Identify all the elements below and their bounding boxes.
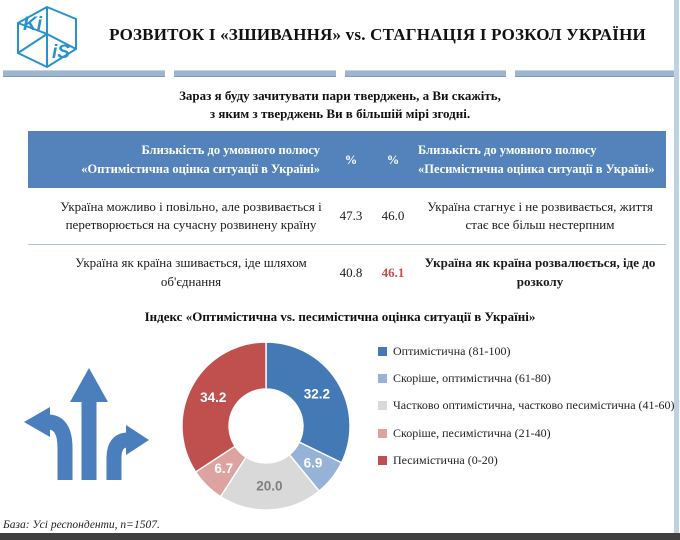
donut-value-label: 34.2 — [200, 390, 226, 405]
legend-swatch-rather-pessimistic — [378, 428, 387, 438]
legend-item: Скоріше, оптимістична (61-80) — [378, 371, 676, 385]
chart-area: 32.2 6.9 20.0 6.7 34.2 Оптимістична (81-100)… — [0, 328, 680, 529]
row-1-right: Україна як країна розвалюється, іде до р… — [424, 255, 656, 289]
donut-value-label: 6.7 — [214, 461, 233, 476]
legend-swatch-rather-optimistic — [378, 374, 387, 384]
table-header-optimistic: Близькість до умовного полюсу «Оптимісти… — [81, 143, 320, 176]
chart-title: Індекс «Оптимістична vs. песимістична оц… — [144, 309, 536, 325]
legend-item: Скоріше, песимістична (21-40) — [378, 426, 676, 440]
intro-question: Зараз я буду зачитувати пари тверджень, … — [0, 87, 680, 122]
legend-label: Скоріше, оптимістична (61-80) — [393, 371, 551, 386]
donut-value-label: 32.2 — [304, 386, 330, 401]
comparison-table: Близькість до умовного полюсу «Оптимісти… — [28, 131, 666, 300]
divider-bar — [344, 70, 507, 77]
legend-swatch-pessimistic — [378, 456, 387, 466]
legend-label: Песимістична (0-20) — [393, 453, 498, 468]
legend-label: Оптимістична (81-100) — [393, 343, 511, 358]
bottom-bar — [0, 533, 680, 540]
divider-bar — [515, 70, 677, 77]
row-0-left: Україна можливо і повільно, але розвиває… — [60, 198, 322, 233]
table-header-pct-right: % — [386, 152, 400, 167]
legend-item: Оптимістична (81-100) — [378, 344, 676, 358]
table-header-row: Близькість до умовного полюсу «Оптимісти… — [28, 131, 666, 189]
base-note: База: Усі респонденти, n=1507. — [3, 519, 160, 531]
intro-question-line1: Зараз я буду зачитувати пари тверджень, … — [179, 88, 501, 103]
donut-segment — [265, 340, 351, 464]
table-row: Україна як країна зшивається, іде шляхом… — [28, 244, 666, 300]
donut-chart: 32.2 6.9 20.0 6.7 34.2 — [181, 340, 351, 511]
scrollbar-track[interactable] — [674, 0, 679, 533]
header: Ki iS РОЗВИТОК І «ЗШИВАННЯ» vs. СТАГНАЦІ… — [0, 0, 680, 70]
logo-text-bottom: iS — [52, 42, 70, 63]
row-0-val1: 47.3 — [339, 208, 363, 223]
legend-swatch-optimistic — [378, 346, 387, 356]
kiis-logo: Ki iS — [17, 5, 77, 69]
legend-label: Скоріше, песимістична (21-40) — [393, 425, 551, 440]
row-0-right: Україна стагнує і не розвивається, життя… — [427, 198, 653, 233]
divider-bar — [3, 70, 165, 77]
table-header-pct-left: % — [344, 152, 358, 167]
row-1-val1: 40.8 — [339, 264, 363, 280]
row-0-val2: 46.0 — [381, 208, 405, 223]
donut-segment — [181, 340, 267, 473]
legend-item: Песимістична (0-20) — [378, 453, 676, 467]
row-1-left: Україна як країна зшивається, іде шляхом… — [75, 255, 307, 289]
legend-swatch-partly — [378, 401, 387, 411]
donut-value-label: 20.0 — [256, 478, 282, 493]
table-header-pessimistic: Близькість до умовного полюсу «Песимісти… — [418, 143, 655, 176]
logo-text-top: Ki — [23, 14, 43, 35]
three-way-arrows-icon — [24, 367, 149, 480]
row-1-val2: 46.1 — [381, 264, 405, 280]
donut-value-label: 6.9 — [304, 455, 323, 470]
table-row: Україна можливо і повільно, але розвиває… — [28, 188, 666, 244]
divider-bars — [0, 70, 680, 77]
chart-legend: Оптимістична (81-100) Скоріше, оптимісти… — [364, 328, 680, 529]
page-title: РОЗВИТОК І «ЗШИВАННЯ» vs. СТАГНАЦІЯ І РО… — [109, 25, 646, 44]
divider-bar — [173, 70, 336, 77]
legend-label: Частково оптимістична, частково песиміст… — [393, 398, 675, 413]
legend-item: Частково оптимістична, частково песиміст… — [378, 398, 676, 412]
intro-question-line2: з яким з тверджень Ви в більшій мірі зго… — [209, 105, 471, 121]
